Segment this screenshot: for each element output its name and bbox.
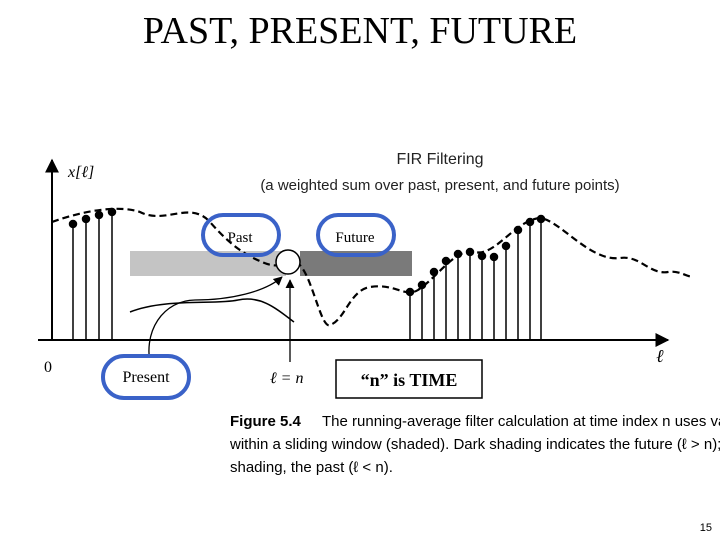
caption-line-3: shading, the past (ℓ < n).: [230, 459, 393, 476]
figure-subheading: (a weighted sum over past, present, and …: [260, 177, 619, 194]
sample-stems-right: [405, 214, 546, 340]
origin-label: 0: [44, 359, 52, 376]
present-highlight-ring: [101, 354, 191, 400]
caption-line-2: within a sliding window (shaded). Dark s…: [229, 436, 720, 453]
n-position-label: ℓ = n: [270, 370, 303, 387]
y-axis-label: x[ℓ]: [67, 164, 94, 181]
sample-stems-left: [68, 207, 117, 340]
signal-curve: [51, 207, 693, 327]
time-note: “n” is TIME: [361, 370, 458, 390]
past-highlight-ring: [201, 213, 281, 257]
future-highlight-ring: [316, 213, 396, 257]
present-label: Present: [122, 369, 170, 386]
window-curve: [129, 298, 295, 323]
future-label: Future: [335, 230, 375, 246]
slide-title: PAST, PRESENT, FUTURE: [142, 10, 578, 52]
caption-figure-number: Figure 5.4: [230, 413, 302, 430]
page-number: 15: [699, 522, 712, 534]
figure-heading: FIR Filtering: [396, 151, 483, 168]
caption-line-1: The running-average filter calculation a…: [322, 413, 720, 430]
present-sample-marker: [275, 249, 301, 275]
x-axis-label: ℓ: [656, 346, 664, 366]
past-label: Past: [227, 230, 253, 246]
time-note-box: [335, 359, 483, 399]
present-arrow: [148, 276, 283, 373]
